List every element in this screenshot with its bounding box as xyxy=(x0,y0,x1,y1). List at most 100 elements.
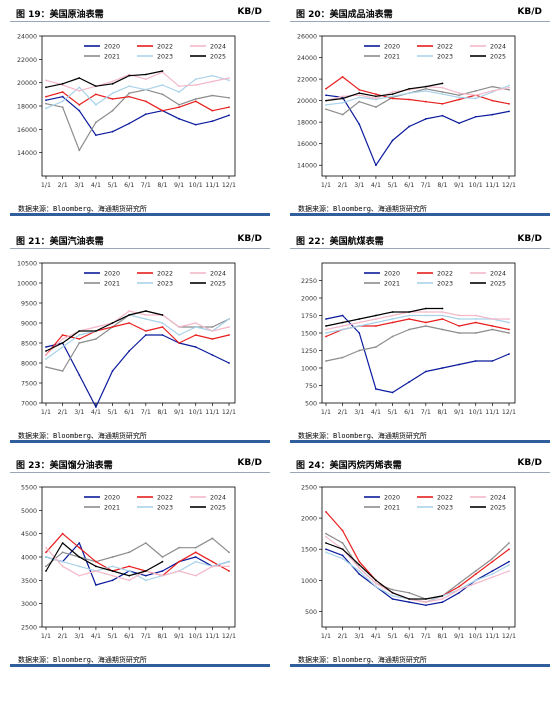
data-point-2021 xyxy=(78,149,81,152)
data-point-2024 xyxy=(458,588,460,591)
chart-unit: KB/D xyxy=(517,458,542,468)
series-line-2024 xyxy=(325,536,510,603)
data-point-2024 xyxy=(161,574,164,577)
series-line-2020 xyxy=(45,96,230,136)
data-point-2020 xyxy=(194,346,197,348)
data-point-2024 xyxy=(61,565,64,568)
header-rule xyxy=(290,248,550,249)
data-point-2022 xyxy=(228,570,230,572)
x-tick-label: 11/1 xyxy=(485,633,499,640)
data-point-2020 xyxy=(78,542,81,544)
data-point-2022 xyxy=(178,560,180,563)
data-point-2023 xyxy=(341,328,344,331)
data-point-2024 xyxy=(194,322,197,324)
data-point-2022 xyxy=(491,560,494,563)
data-point-2022 xyxy=(228,334,230,336)
source-note: 数据来源：Bloomberg、海通期货研究所 xyxy=(298,656,427,664)
data-point-2021 xyxy=(408,328,411,331)
data-point-2022 xyxy=(161,326,164,328)
data-point-2023 xyxy=(178,334,180,336)
legend-label-2023: 2023 xyxy=(157,505,173,512)
data-point-2025 xyxy=(441,82,444,85)
data-point-2022 xyxy=(441,102,444,105)
data-point-2021 xyxy=(45,366,47,368)
legend-label-2020: 2020 xyxy=(104,495,120,502)
data-point-2020 xyxy=(111,579,114,582)
data-point-2020 xyxy=(375,388,377,390)
data-point-2023 xyxy=(358,570,361,572)
data-point-2022 xyxy=(128,95,131,98)
data-point-2022 xyxy=(211,560,214,563)
data-point-2024 xyxy=(358,566,361,569)
data-point-2022 xyxy=(458,325,460,327)
data-point-2025 xyxy=(325,99,327,102)
chart-unit: KB/D xyxy=(517,7,542,17)
footer-rule xyxy=(10,440,270,443)
data-point-2022 xyxy=(424,321,427,324)
y-tick-label: 9500 xyxy=(21,301,37,308)
data-point-2023 xyxy=(375,321,377,324)
data-point-2020 xyxy=(508,353,510,355)
data-point-2025 xyxy=(45,86,47,89)
data-point-2024 xyxy=(111,80,114,83)
data-point-2020 xyxy=(408,125,411,128)
x-tick-label: 5/1 xyxy=(107,182,117,189)
legend-label-2020: 2020 xyxy=(104,44,120,51)
data-point-2022 xyxy=(424,100,427,103)
data-point-2023 xyxy=(111,565,114,568)
x-tick-label: 6/1 xyxy=(404,409,414,416)
y-tick-label: 7500 xyxy=(21,381,37,388)
x-tick-label: 4/1 xyxy=(371,182,381,189)
data-point-2023 xyxy=(228,560,230,563)
footer-rule xyxy=(290,664,550,667)
data-point-2022 xyxy=(228,106,230,109)
chart-header: 图 22：美国航煤表需 KB/D xyxy=(290,231,550,249)
chart-panel-6: 图 24：美国丙烷丙烯表需 KB/D 数据来源：Bloomberg、海通期货研究所 5… xyxy=(290,455,550,683)
x-tick-label: 8/1 xyxy=(157,182,167,189)
x-tick-label: 9/1 xyxy=(174,182,184,189)
data-point-2022 xyxy=(78,338,81,340)
data-point-2023 xyxy=(424,90,427,92)
x-tick-label: 10/1 xyxy=(469,182,483,189)
chart-header: 图 20：美国成品油表需 KB/D xyxy=(290,4,550,22)
data-point-2020 xyxy=(111,130,114,133)
data-point-2020 xyxy=(391,139,394,142)
data-point-2023 xyxy=(128,85,131,88)
chart-unit: KB/D xyxy=(237,234,262,244)
data-point-2023 xyxy=(144,88,147,91)
data-point-2020 xyxy=(341,554,344,557)
y-tick-label: 1000 xyxy=(301,366,317,373)
footer-rule xyxy=(290,213,550,216)
data-point-2022 xyxy=(375,325,377,327)
x-tick-label: 1/1 xyxy=(321,182,331,189)
data-point-2023 xyxy=(325,104,327,106)
data-point-2024 xyxy=(341,325,344,327)
data-point-2025 xyxy=(78,77,81,79)
y-tick-label: 22000 xyxy=(297,77,317,84)
legend-label-2025: 2025 xyxy=(210,505,226,512)
x-tick-label: 12/1 xyxy=(502,409,516,416)
data-point-2023 xyxy=(391,95,394,98)
data-point-2022 xyxy=(194,334,197,336)
series-line-2020 xyxy=(45,334,230,408)
data-point-2022 xyxy=(325,87,327,90)
header-rule xyxy=(10,21,270,22)
y-tick-label: 10000 xyxy=(17,281,37,288)
data-point-2021 xyxy=(424,325,427,327)
data-point-2020 xyxy=(441,367,444,369)
y-tick-label: 18000 xyxy=(17,104,37,111)
data-point-2023 xyxy=(474,579,477,582)
data-point-2021 xyxy=(358,349,361,352)
data-point-2021 xyxy=(211,537,214,540)
series-line-2024 xyxy=(325,311,509,331)
data-point-2020 xyxy=(491,113,494,116)
data-point-2025 xyxy=(111,322,114,324)
data-point-2023 xyxy=(194,78,197,81)
data-point-2025 xyxy=(95,330,97,332)
data-point-2022 xyxy=(358,560,361,563)
data-point-2020 xyxy=(458,122,460,125)
y-tick-label: 5000 xyxy=(21,508,37,515)
data-point-2025 xyxy=(391,311,394,313)
source-note: 数据来源：Bloomberg、海通期货研究所 xyxy=(18,656,147,664)
legend-label-2021: 2021 xyxy=(104,281,120,288)
